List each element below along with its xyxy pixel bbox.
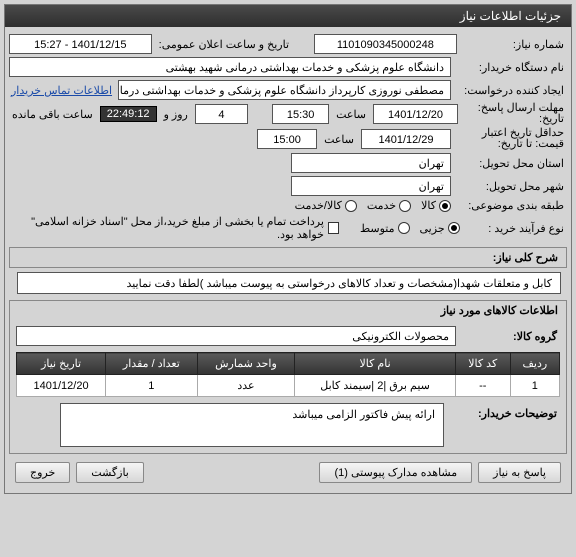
radio-icon xyxy=(399,200,411,212)
purchase-partial-label: جزیی xyxy=(420,222,445,235)
days-field: 4 xyxy=(195,104,248,124)
category-goods-service-radio[interactable]: کالا/خدمت xyxy=(295,199,357,212)
validity-label-2: قیمت: تا تاریخ: xyxy=(498,138,564,150)
deadline-date-field: 1401/12/20 xyxy=(373,104,458,124)
delivery-city-label: شهر محل تحویل: xyxy=(455,180,567,193)
category-label: طبقه بندی موضوعی: xyxy=(455,199,567,212)
countdown-field: 22:49:12 xyxy=(100,106,157,122)
table-cell: -- xyxy=(455,375,510,397)
radio-icon xyxy=(398,222,410,234)
desc-section-title: شرح کلی نیاز: xyxy=(9,247,567,268)
buyer-notes-label: توضیحات خریدار: xyxy=(450,403,560,420)
requester-field: مصطفی نوروزی کارپرداز دانشگاه علوم پزشکی… xyxy=(118,80,451,100)
panel-body: شماره نیاز: 1101090345000248 تاریخ و ساع… xyxy=(5,27,571,493)
items-section-title: اطلاعات کالاهای مورد نیاز xyxy=(10,301,566,320)
valid-time-label: ساعت xyxy=(321,133,357,146)
validity-label: حداقل تاریخ اعتبار قیمت: تا تاریخ: xyxy=(455,128,567,150)
radio-icon xyxy=(439,200,451,212)
delivery-province-label: استان محل تحویل: xyxy=(455,157,567,170)
items-col-4: تعداد / مقدار xyxy=(106,353,197,375)
delivery-province-field: تهران xyxy=(291,153,451,173)
table-cell: 1 xyxy=(510,375,559,397)
desc-text: کابل و متعلقات شهدا(مشخصات و تعداد کالاه… xyxy=(17,272,561,294)
valid-time-field: 15:00 xyxy=(257,129,317,149)
table-cell: 1 xyxy=(106,375,197,397)
buyer-notes-text: ارائه پیش فاکتور الزامی میباشد xyxy=(60,403,444,447)
buyer-contact-link[interactable]: اطلاعات تماس خریدار xyxy=(9,84,114,97)
buyer-org-label: نام دستگاه خریدار: xyxy=(455,61,567,74)
exit-button[interactable]: خروج xyxy=(15,462,70,483)
need-details-panel: جزئیات اطلاعات نیاز شماره نیاز: 11010903… xyxy=(4,4,572,494)
category-goods-service-label: کالا/خدمت xyxy=(295,199,342,212)
valid-date-field: 1401/12/29 xyxy=(361,129,451,149)
items-header-row: ردیفکد کالانام کالاواحد شمارشتعداد / مقد… xyxy=(17,353,560,375)
announce-field: 1401/12/15 - 15:27 xyxy=(9,34,152,54)
radio-icon xyxy=(345,200,357,212)
category-radio-group: کالا خدمت کالا/خدمت xyxy=(295,199,451,212)
item-group-label: گروه کالا: xyxy=(460,330,560,343)
items-col-2: نام کالا xyxy=(295,353,455,375)
items-panel: اطلاعات کالاهای مورد نیاز گروه کالا: محص… xyxy=(9,300,567,454)
table-cell: سیم برق |2 |سیمند کابل xyxy=(295,375,455,397)
treasury-checkbox[interactable] xyxy=(328,222,339,234)
announce-label: تاریخ و ساعت اعلان عمومی: xyxy=(156,38,292,51)
window-title: جزئیات اطلاعات نیاز xyxy=(5,5,571,27)
table-cell: عدد xyxy=(197,375,295,397)
deadline-label: مهلت ارسال پاسخ: تاریخ: xyxy=(462,103,567,125)
buyer-org-field: دانشگاه علوم پزشکی و خدمات بهداشتی درمان… xyxy=(9,57,451,77)
purchase-type-radio-group: جزیی متوسط xyxy=(360,222,460,235)
table-row: 1--سیم برق |2 |سیمند کابلعدد11401/12/20 xyxy=(17,375,560,397)
deadline-time-field: 15:30 xyxy=(272,104,329,124)
items-col-0: ردیف xyxy=(510,353,559,375)
delivery-city-field: تهران xyxy=(291,176,451,196)
back-button[interactable]: بازگشت xyxy=(76,462,144,483)
need-no-field: 1101090345000248 xyxy=(314,34,457,54)
purchase-medium-label: متوسط xyxy=(360,222,395,235)
category-goods-label: کالا xyxy=(421,199,436,212)
days-label: روز و xyxy=(161,108,191,121)
deadline-label-2: تاریخ: xyxy=(539,113,564,125)
button-bar: خروج بازگشت مشاهده مدارک پیوستی (1) پاسخ… xyxy=(9,454,567,487)
category-goods-radio[interactable]: کالا xyxy=(421,199,451,212)
table-cell: 1401/12/20 xyxy=(17,375,106,397)
remain-label: ساعت باقی مانده xyxy=(9,108,96,121)
purchase-type-label: نوع فرآیند خرید : xyxy=(464,222,567,235)
items-col-5: تاریخ نیاز xyxy=(17,353,106,375)
purchase-medium-radio[interactable]: متوسط xyxy=(360,222,410,235)
payment-note: پرداخت تمام یا بخشی از مبلغ خرید،از محل … xyxy=(9,215,324,241)
category-service-radio[interactable]: خدمت xyxy=(367,199,411,212)
item-group-field: محصولات الکترونیکی xyxy=(16,326,456,346)
purchase-partial-radio[interactable]: جزیی xyxy=(420,222,460,235)
need-no-label: شماره نیاز: xyxy=(461,38,567,51)
requester-label: ایجاد کننده درخواست: xyxy=(455,84,567,97)
attachments-button[interactable]: مشاهده مدارک پیوستی (1) xyxy=(319,462,472,483)
items-col-1: کد کالا xyxy=(455,353,510,375)
respond-button[interactable]: پاسخ به نیاز xyxy=(478,462,561,483)
category-service-label: خدمت xyxy=(367,199,396,212)
deadline-time-label: ساعت xyxy=(333,108,369,121)
items-table: ردیفکد کالانام کالاواحد شمارشتعداد / مقد… xyxy=(16,352,560,397)
items-col-3: واحد شمارش xyxy=(197,353,295,375)
radio-icon xyxy=(448,222,460,234)
